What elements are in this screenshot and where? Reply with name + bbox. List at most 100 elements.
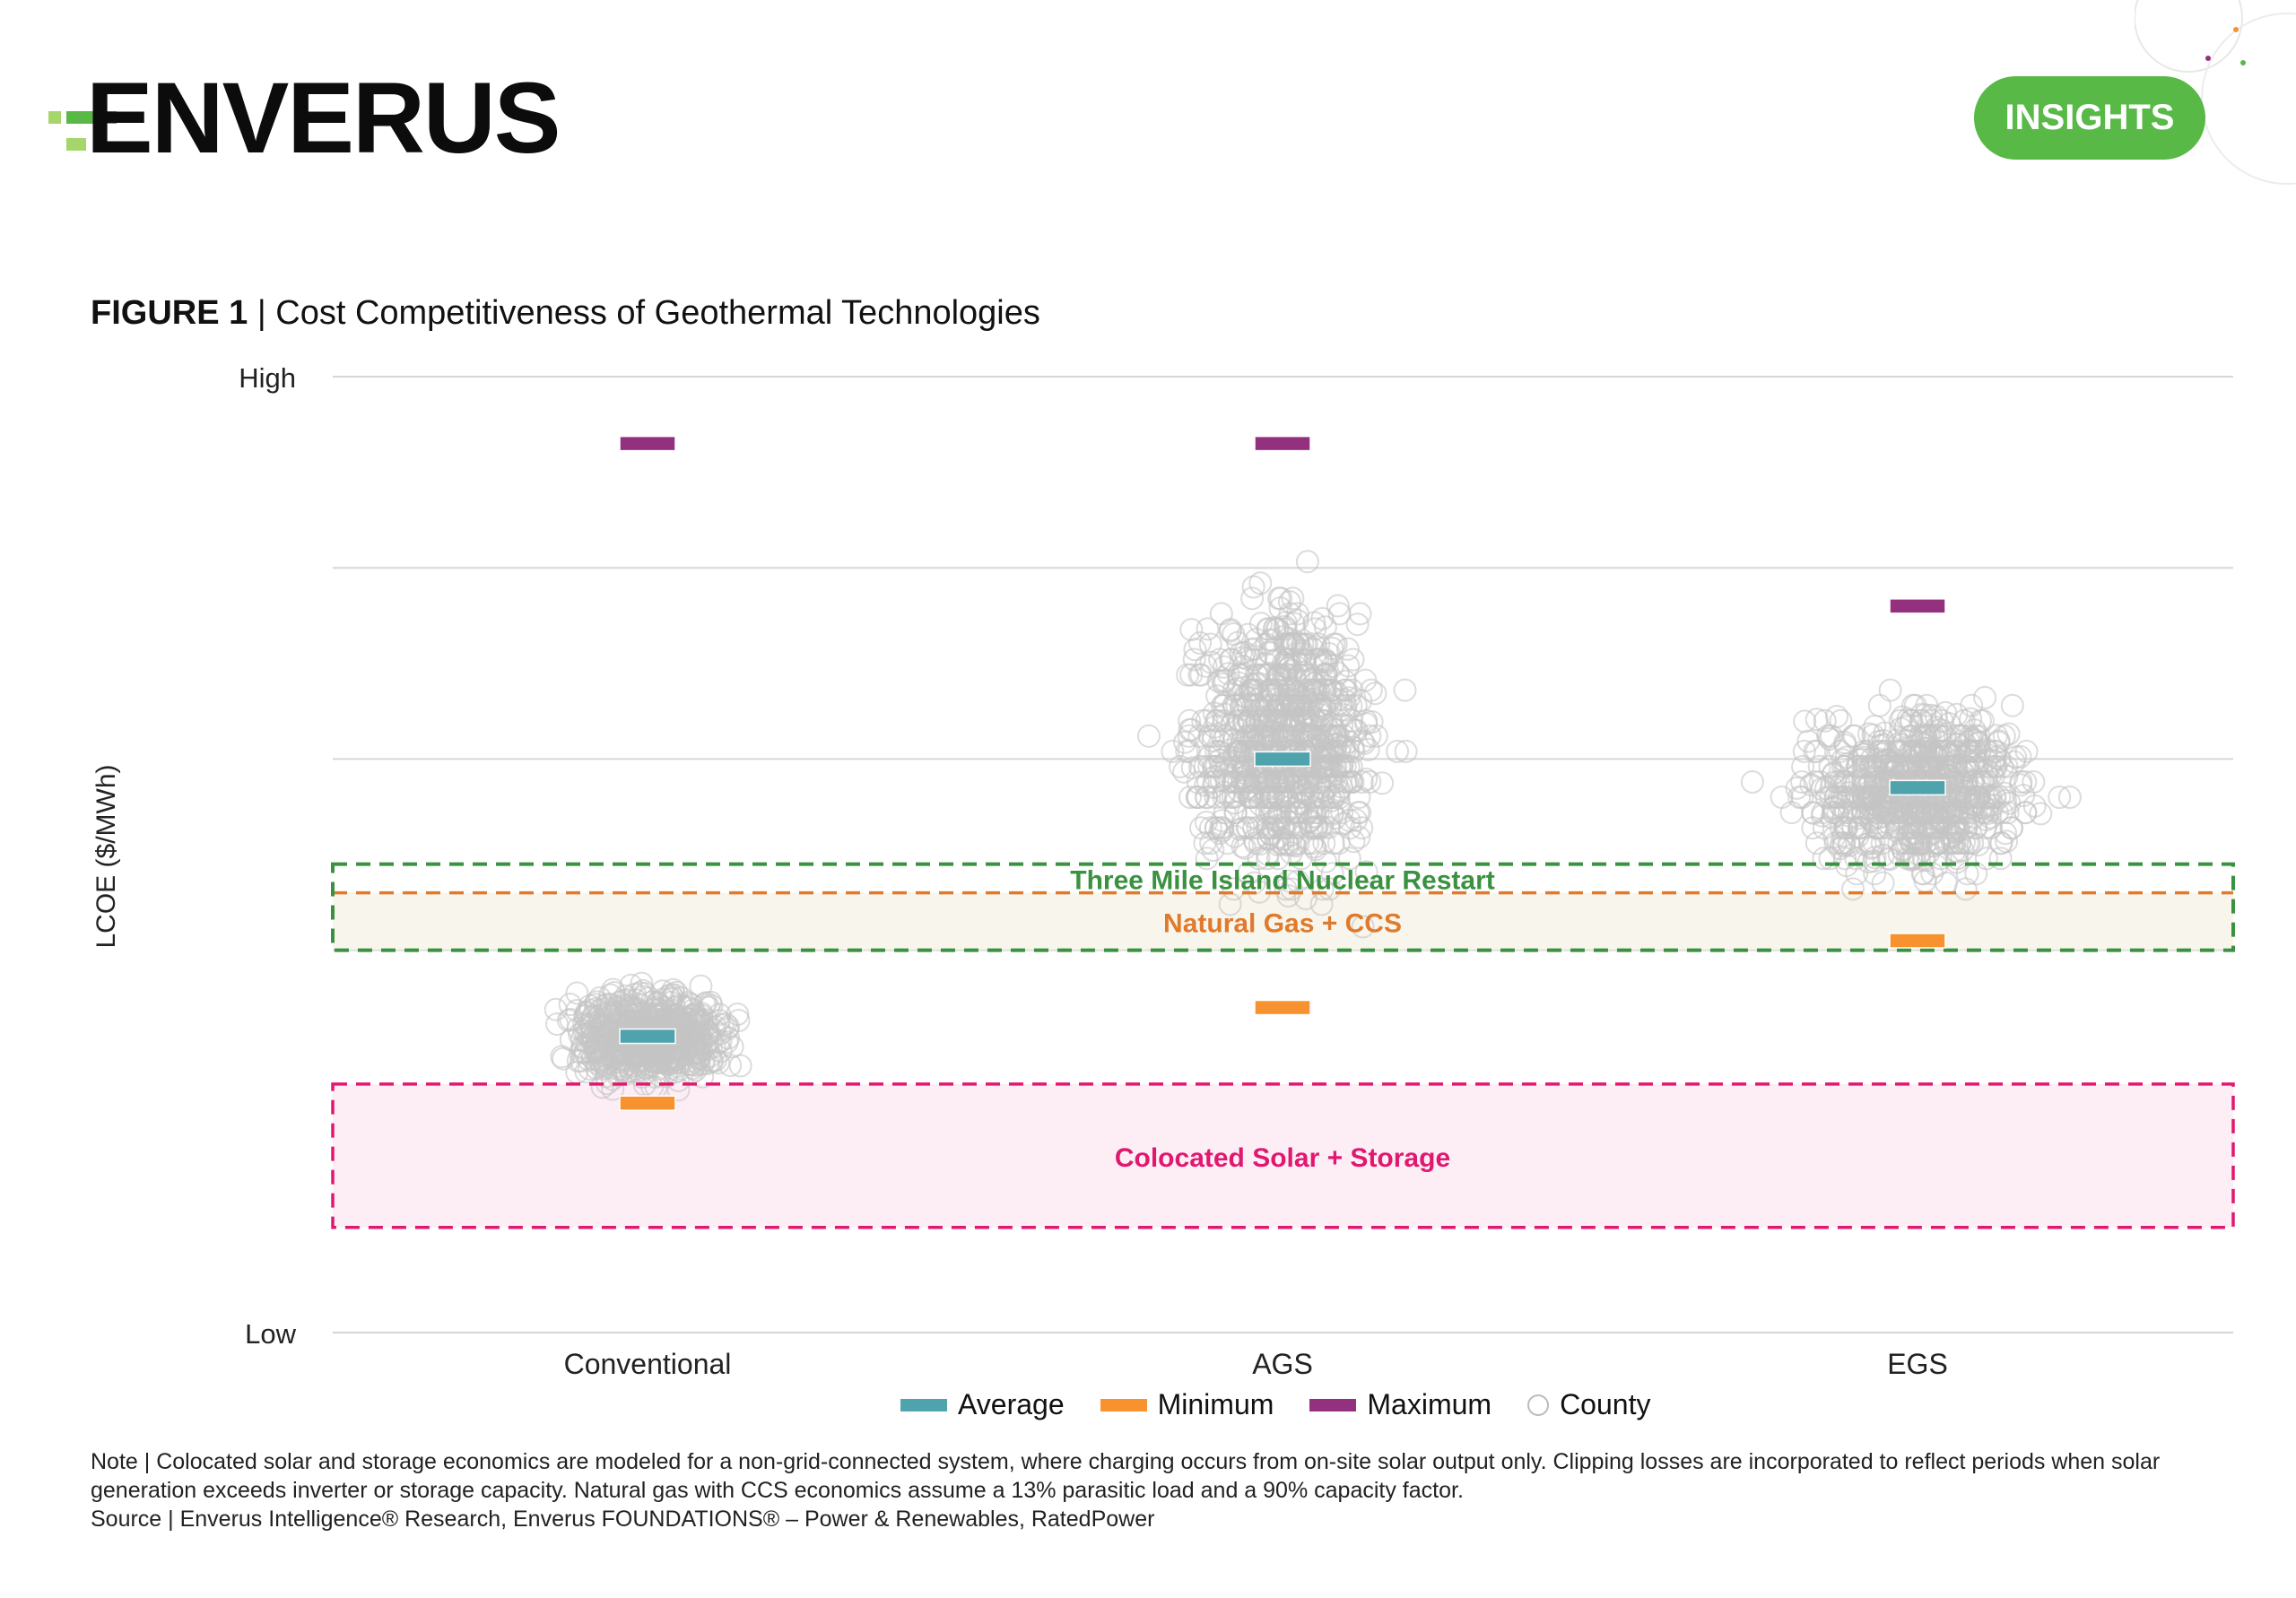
figure-separator: |	[257, 294, 266, 332]
county-point	[1990, 754, 2014, 778]
legend: Average Minimum Maximum County	[900, 1388, 1650, 1421]
x-tick-egs: EGS	[1887, 1348, 1948, 1380]
county-point	[1185, 786, 1209, 809]
county-point	[1792, 739, 1816, 763]
county-point	[676, 994, 700, 1019]
county-point	[1248, 612, 1273, 636]
county-point	[1833, 754, 1857, 778]
county-point	[697, 995, 720, 1020]
county-point	[1293, 660, 1318, 684]
county-point	[1386, 739, 1410, 763]
county-point	[1740, 770, 1764, 794]
county-point	[1857, 831, 1882, 855]
county-point	[1979, 798, 2003, 822]
county-point	[2022, 770, 2046, 794]
county-point	[1801, 816, 1825, 840]
county-point	[1136, 724, 1161, 748]
county-point	[1841, 877, 1865, 901]
county-point	[1189, 816, 1213, 840]
county-point	[1240, 586, 1265, 611]
county-point	[1344, 693, 1368, 717]
county-point	[1257, 769, 1281, 794]
county-point	[1314, 708, 1338, 733]
county-point	[552, 1047, 575, 1071]
legend-average: Average	[958, 1388, 1065, 1420]
county-point	[1870, 831, 1894, 855]
county-point	[1193, 754, 1217, 778]
county-point	[2000, 693, 2024, 717]
county-point	[1995, 829, 2019, 854]
county-point	[1341, 647, 1365, 672]
county-point	[1841, 724, 1866, 748]
county-point	[1183, 638, 1207, 662]
county-point	[1213, 702, 1237, 726]
legend-county-circle-icon	[1527, 1394, 1550, 1416]
county-point	[1354, 860, 1378, 884]
county-point	[1318, 877, 1342, 901]
county-point	[1909, 731, 1933, 755]
county-point	[1309, 703, 1333, 726]
band-label-gas: Natural Gas + CCS	[1163, 909, 1402, 939]
county-point	[1828, 837, 1852, 861]
county-point	[1173, 730, 1197, 754]
county-point	[1351, 915, 1375, 939]
county-point	[1267, 808, 1292, 832]
county-point	[1879, 754, 1903, 778]
county-point	[1313, 777, 1337, 802]
county-point	[1394, 739, 1418, 763]
county-point	[1300, 637, 1325, 661]
county-point	[1298, 724, 1322, 748]
minimum-marker	[1889, 933, 1946, 949]
county-point	[1285, 602, 1309, 626]
county-point	[1196, 617, 1220, 641]
county-point	[662, 983, 686, 1007]
county-point	[1201, 838, 1225, 862]
county-point	[1339, 693, 1363, 717]
county-point	[574, 1060, 598, 1084]
county-point	[1350, 770, 1374, 794]
county-point	[1303, 838, 1327, 862]
county-point	[1944, 739, 1968, 763]
band-border-solar	[331, 1082, 2235, 1229]
county-point	[1999, 816, 2023, 840]
county-point	[1828, 794, 1852, 818]
county-point	[1805, 708, 1829, 732]
county-point	[1872, 801, 1896, 825]
band-label-nuclear: Three Mile Island Nuclear Restart	[1070, 866, 1495, 896]
county-point	[1901, 821, 1926, 845]
x-tick-conventional: Conventional	[564, 1348, 732, 1380]
county-point	[1871, 729, 1895, 752]
logo-text: ENVERUS	[86, 62, 561, 174]
county-point	[1303, 617, 1327, 641]
county-point	[1805, 831, 1829, 855]
county-point	[576, 1022, 600, 1047]
y-tick-high: High	[239, 362, 296, 394]
legend-minimum: Minimum	[1157, 1388, 1274, 1420]
county-point	[1790, 770, 1814, 794]
county-point	[1983, 746, 2007, 769]
county-point	[666, 1078, 691, 1102]
county-point	[1867, 693, 1892, 717]
figure-notes: Note | Colocated solar and storage econo…	[91, 1447, 2243, 1533]
county-point	[1337, 847, 1361, 871]
insights-badge[interactable]: INSIGHTS	[1974, 76, 2205, 160]
county-point	[1942, 754, 1965, 778]
county-point	[1993, 781, 2017, 805]
county-point	[1314, 649, 1338, 673]
county-point	[1272, 651, 1296, 675]
county-point	[586, 1041, 610, 1065]
county-point	[1248, 571, 1273, 595]
county-point	[1188, 754, 1212, 778]
figure-label: FIGURE 1	[91, 294, 248, 332]
county-point	[2057, 786, 2082, 809]
county-point	[1265, 687, 1290, 711]
county-point	[1807, 754, 1831, 778]
county-point	[1973, 685, 1997, 709]
county-point	[1241, 693, 1265, 717]
county-point	[1222, 877, 1246, 901]
county-point	[1281, 586, 1305, 611]
county-point	[1268, 596, 1292, 621]
county-point	[1239, 786, 1264, 809]
minimum-marker	[1254, 999, 1311, 1016]
